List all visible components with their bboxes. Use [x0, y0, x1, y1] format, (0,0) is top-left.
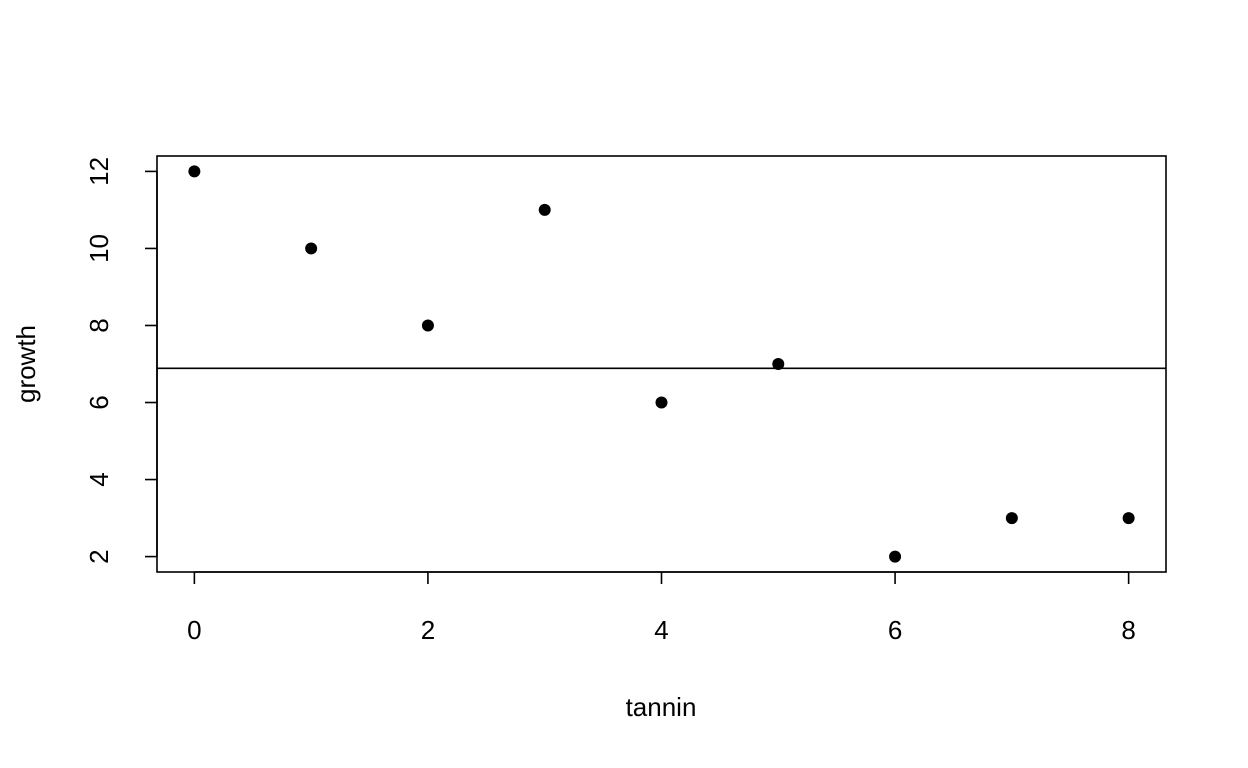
x-tick-label: 6 — [888, 615, 902, 645]
x-tick-label: 4 — [654, 615, 668, 645]
point — [421, 319, 434, 332]
y-tick-label: 10 — [84, 234, 114, 263]
x-tick-label: 8 — [1121, 615, 1135, 645]
point — [1005, 512, 1018, 525]
y-tick-label: 12 — [84, 157, 114, 186]
point — [305, 242, 318, 255]
y-tick-label: 8 — [84, 318, 114, 332]
x-axis-label: tannin — [626, 692, 697, 722]
point — [772, 358, 785, 370]
plot-box — [156, 155, 1167, 573]
point — [655, 396, 668, 409]
x-tick-label: 2 — [421, 615, 435, 645]
point — [1122, 512, 1135, 525]
x-tick-label: 0 — [187, 615, 201, 645]
y-tick-label: 6 — [84, 395, 114, 409]
y-tick-label: 2 — [84, 549, 114, 563]
point — [889, 550, 902, 563]
y-axis-label: growth — [11, 325, 41, 403]
point — [188, 165, 201, 178]
y-tick-label: 4 — [84, 472, 114, 486]
point — [538, 203, 551, 216]
